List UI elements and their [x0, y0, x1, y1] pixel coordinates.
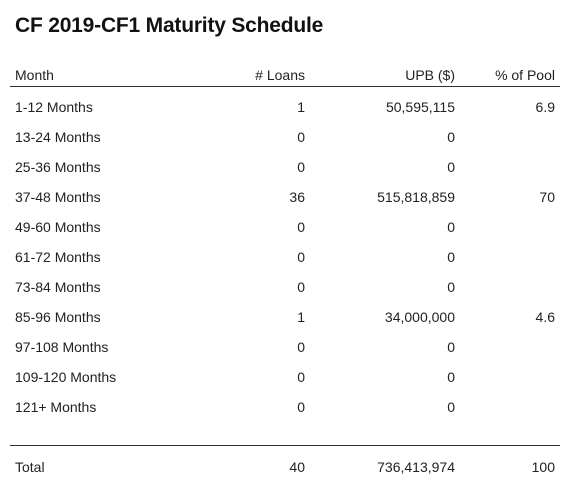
table-body: 1-12 Months 1 50,595,115 6.9 13-24 Month… — [10, 87, 560, 422]
page-title: CF 2019-CF1 Maturity Schedule — [15, 14, 324, 37]
table-row: 37-48 Months 36 515,818,859 70 — [10, 182, 560, 212]
column-header-month: Month — [15, 67, 54, 83]
month-cell: 13-24 Months — [15, 129, 101, 145]
loans-cell: 0 — [297, 249, 305, 265]
total-row: Total 40 736,413,974 100 — [10, 452, 560, 482]
table-row: 61-72 Months 0 0 — [10, 242, 560, 272]
month-cell: 121+ Months — [15, 399, 97, 415]
pct-cell: 70 — [539, 189, 555, 205]
table-row: 13-24 Months 0 0 — [10, 122, 560, 152]
upb-cell: 0 — [447, 339, 455, 355]
column-header-pct: % of Pool — [495, 67, 555, 83]
table-row: 97-108 Months 0 0 — [10, 332, 560, 362]
loans-cell: 1 — [297, 309, 305, 325]
column-header-loans: # Loans — [255, 67, 305, 83]
month-cell: 25-36 Months — [15, 159, 101, 175]
table-header: Month # Loans UPB ($) % of Pool — [10, 64, 560, 87]
upb-cell: 0 — [447, 129, 455, 145]
table-row: 1-12 Months 1 50,595,115 6.9 — [10, 92, 560, 122]
upb-cell: 0 — [447, 279, 455, 295]
month-cell: 49-60 Months — [15, 219, 101, 235]
total-upb-cell: 736,413,974 — [377, 459, 455, 475]
table-row: 85-96 Months 1 34,000,000 4.6 — [10, 302, 560, 332]
upb-cell: 0 — [447, 369, 455, 385]
upb-cell: 50,595,115 — [385, 99, 455, 115]
month-cell: 97-108 Months — [15, 339, 109, 355]
table-row: 25-36 Months 0 0 — [10, 152, 560, 182]
month-cell: 85-96 Months — [15, 309, 101, 325]
month-cell: 109-120 Months — [15, 369, 117, 385]
upb-cell: 0 — [447, 399, 455, 415]
upb-cell: 34,000,000 — [384, 309, 455, 325]
loans-cell: 1 — [297, 99, 305, 115]
total-divider — [10, 445, 560, 446]
loans-cell: 0 — [297, 369, 305, 385]
upb-cell: 515,818,859 — [377, 189, 455, 205]
pct-cell: 4.6 — [535, 309, 555, 325]
loans-cell: 0 — [297, 219, 305, 235]
pct-cell: 6.9 — [535, 99, 555, 115]
month-cell: 37-48 Months — [15, 189, 101, 205]
loans-cell: 36 — [289, 189, 305, 205]
maturity-table: Month # Loans UPB ($) % of Pool 1-12 Mon… — [10, 64, 560, 422]
total-loans-cell: 40 — [289, 459, 305, 475]
loans-cell: 0 — [297, 279, 305, 295]
month-cell: 1-12 Months — [15, 99, 93, 115]
column-header-upb: UPB ($) — [405, 67, 455, 83]
loans-cell: 0 — [297, 339, 305, 355]
upb-cell: 0 — [447, 159, 455, 175]
upb-cell: 0 — [447, 219, 455, 235]
table-row: 109-120 Months 0 0 — [10, 362, 560, 392]
month-cell: 61-72 Months — [15, 249, 101, 265]
loans-cell: 0 — [297, 129, 305, 145]
table-row: 121+ Months 0 0 — [10, 392, 560, 422]
table-row: 49-60 Months 0 0 — [10, 212, 560, 242]
loans-cell: 0 — [297, 159, 305, 175]
total-pct-cell: 100 — [531, 459, 555, 475]
loans-cell: 0 — [297, 399, 305, 415]
table-row: 73-84 Months 0 0 — [10, 272, 560, 302]
month-cell: 73-84 Months — [15, 279, 101, 295]
total-label: Total — [15, 459, 45, 475]
upb-cell: 0 — [447, 249, 455, 265]
